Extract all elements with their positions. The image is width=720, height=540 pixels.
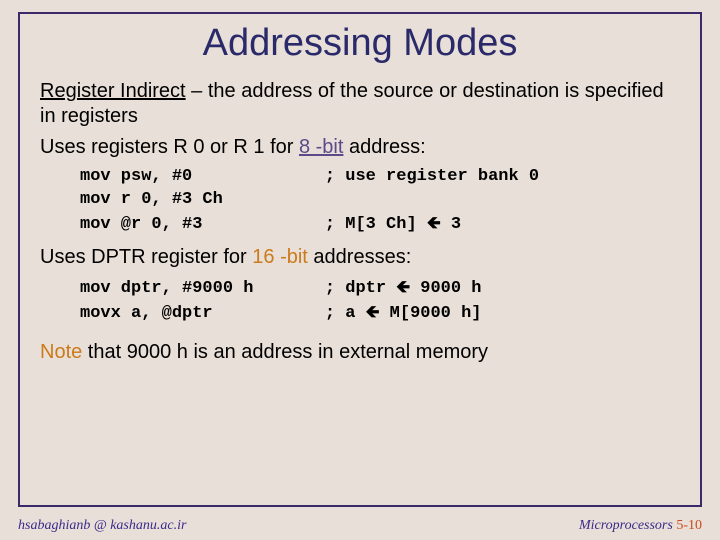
sixteen-bit-term: 16 -bit <box>252 246 308 268</box>
uses-16bit-pre: Uses DPTR register for <box>40 246 252 268</box>
slide: Addressing Modes Register Indirect – the… <box>0 0 720 540</box>
uses-8bit-post: address: <box>343 136 425 158</box>
content-frame: Addressing Modes Register Indirect – the… <box>18 12 702 507</box>
code8-l3-instr: mov @r 0, #3 <box>80 215 325 234</box>
code16-l2-comment-b: M[9000 h] <box>379 304 481 323</box>
left-arrow-icon: 🡸 <box>396 277 410 296</box>
code16-l1-comment-b: 9000 h <box>410 279 481 298</box>
code8-l1-comment: ; use register bank 0 <box>325 167 539 186</box>
code16-line1: mov dptr, #9000 h ; dptr 🡸 9000 h <box>80 276 680 301</box>
uses-16bit-line: Uses DPTR register for 16 -bit addresses… <box>40 245 680 270</box>
footer-course: Microprocessors <box>579 518 676 533</box>
code16-l1-comment-a: ; dptr <box>325 279 396 298</box>
term-register-indirect: Register Indirect <box>40 80 186 102</box>
code16-l1-instr: mov dptr, #9000 h <box>80 279 325 298</box>
uses-8bit-line: Uses registers R 0 or R 1 for 8 -bit add… <box>40 135 680 160</box>
footer-author: hsabaghianb @ kashanu.ac.ir <box>18 518 186 534</box>
footer-right: Microprocessors 5-10 <box>579 518 702 534</box>
code-block-16bit: mov dptr, #9000 h ; dptr 🡸 9000 h movx a… <box>80 276 680 326</box>
code8-l2-instr: mov r 0, #3 Ch <box>80 190 325 209</box>
uses-16bit-post: addresses: <box>308 246 411 268</box>
definition-paragraph: Register Indirect – the address of the s… <box>40 79 680 129</box>
code16-line2: movx a, @dptr ; a 🡸 M[9000 h] <box>80 301 680 326</box>
note-text: that 9000 h is an address in external me… <box>82 341 488 363</box>
code8-l1-instr: mov psw, #0 <box>80 167 325 186</box>
code8-line1: mov psw, #0 ; use register bank 0 <box>80 166 680 189</box>
left-arrow-icon: 🡸 <box>427 213 441 232</box>
code8-line3: mov @r 0, #3 ; M[3 Ch] 🡸 3 <box>80 212 680 237</box>
left-arrow-icon: 🡸 <box>366 302 380 321</box>
note-label: Note <box>40 341 82 363</box>
code-block-8bit: mov psw, #0 ; use register bank 0 mov r … <box>80 166 680 237</box>
code8-l3-comment-b: 3 <box>441 215 461 234</box>
eight-bit-term: 8 -bit <box>299 136 343 158</box>
note-paragraph: Note that 9000 h is an address in extern… <box>40 340 680 365</box>
code16-l2-comment-a: ; a <box>325 304 366 323</box>
code8-l3-comment-a: ; M[3 Ch] <box>325 215 427 234</box>
code16-l2-instr: movx a, @dptr <box>80 304 325 323</box>
code8-line2: mov r 0, #3 Ch <box>80 189 680 212</box>
slide-footer: hsabaghianb @ kashanu.ac.ir Microprocess… <box>18 518 702 534</box>
uses-8bit-pre: Uses registers R 0 or R 1 for <box>40 136 299 158</box>
slide-title: Addressing Modes <box>40 22 680 65</box>
page-number: 5-10 <box>676 518 702 533</box>
